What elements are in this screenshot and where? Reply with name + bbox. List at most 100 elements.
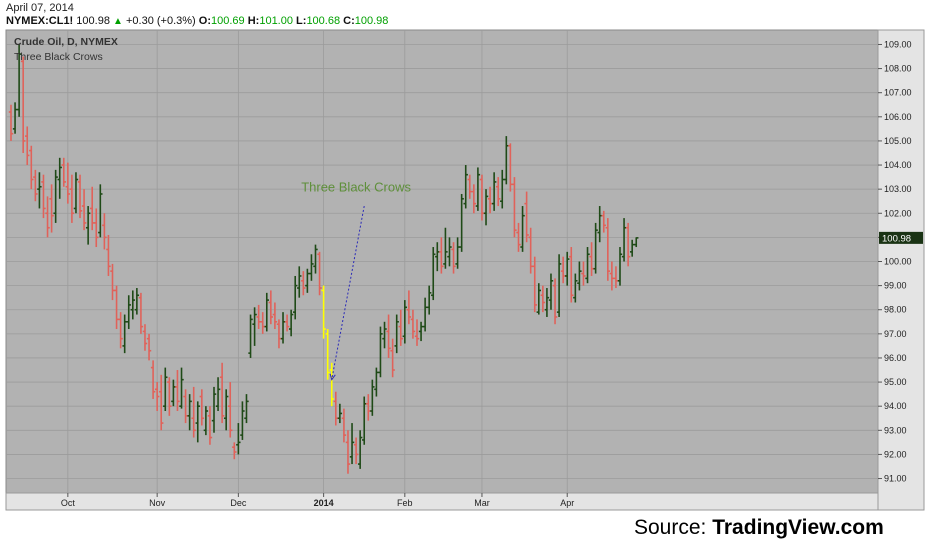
ohlc-bar <box>366 394 371 421</box>
ohlc-bar <box>65 162 71 204</box>
ohlc-bar <box>491 172 497 211</box>
ohlc-bar <box>345 430 351 474</box>
ohlc-bar <box>85 206 91 245</box>
y-tick-label: 97.00 <box>884 329 907 339</box>
source-credit: Source: TradingView.com <box>634 516 884 540</box>
ohlc-bar <box>593 222 598 274</box>
y-tick-label: 99.00 <box>884 281 907 291</box>
ohlc-bar <box>146 333 152 361</box>
ohlc-bar <box>134 288 140 315</box>
ohlc-bar <box>378 326 383 378</box>
ohlc-bar <box>256 304 261 330</box>
source-brand: TradingView.com <box>712 516 884 539</box>
ohlc-bar <box>333 391 338 426</box>
y-tick-label: 103.00 <box>884 184 912 194</box>
ohlc-bar <box>126 295 131 330</box>
price-change: +0.30 (+0.3%) <box>125 15 196 27</box>
ohlc-bar <box>524 191 529 243</box>
ohlc-bar <box>171 379 176 407</box>
ohlc-bar <box>138 292 144 334</box>
annotation-text: Three Black Crows <box>301 180 411 195</box>
ohlc-bar <box>597 206 602 243</box>
ohlc-bar <box>629 239 635 257</box>
ohlc-bar <box>435 242 440 272</box>
ohlc-bar <box>276 319 282 349</box>
ohlc-bar <box>370 379 375 416</box>
ohlc-bar <box>528 227 533 274</box>
ohlc-bar <box>110 263 115 301</box>
ohlc-bar <box>439 237 444 274</box>
ohlc-bar <box>483 189 489 226</box>
ohlc-bar <box>357 430 363 469</box>
ohlc-bar <box>321 285 326 339</box>
y-tick-label: 91.00 <box>884 474 907 484</box>
ohlc-bar <box>167 377 172 416</box>
ohlc-bar <box>544 288 550 317</box>
symbol-label[interactable]: NYMEX:CL1! <box>6 15 74 27</box>
y-axis-area[interactable] <box>877 29 925 511</box>
ohlc-bar <box>329 362 334 407</box>
ohlc-bar <box>16 44 22 117</box>
ohlc-bar <box>288 309 294 337</box>
ohlc-bar <box>61 157 66 187</box>
last-price-tag-label: 100.98 <box>882 233 911 244</box>
ohlc-bar <box>362 396 367 445</box>
ohlc-bar <box>301 271 306 296</box>
ohlc-bar <box>175 370 180 412</box>
ohlc-bar <box>337 403 343 424</box>
y-tick-label: 107.00 <box>884 88 912 98</box>
ohlc-bar <box>556 254 562 317</box>
close-value: 100.98 <box>354 15 389 27</box>
ohlc-bar <box>520 206 525 252</box>
ohlc-bar <box>45 196 50 238</box>
ohlc-bar <box>33 169 38 202</box>
ohlc-bar <box>102 213 107 250</box>
ohlc-bar <box>589 242 594 276</box>
ohlc-bar <box>577 261 582 291</box>
y-tick-label: 98.00 <box>884 305 907 315</box>
ohlc-bar <box>154 382 160 412</box>
x-axis-area[interactable] <box>5 492 879 511</box>
ohlc-bar <box>422 297 428 332</box>
ohlc-bar <box>264 292 269 332</box>
ohlc-bar <box>57 157 62 199</box>
ohlc-bar <box>386 314 391 358</box>
ohlc-bar <box>223 389 229 431</box>
ohlc-bar <box>451 242 456 274</box>
ohlc-bar <box>25 126 30 166</box>
ohlc-bar <box>471 184 477 214</box>
ohlc-bar <box>585 247 590 284</box>
ohlc-bar <box>325 329 330 380</box>
ohlc-bar <box>560 256 566 284</box>
ohlc-bar <box>625 222 631 267</box>
last-price: 100.98 <box>76 15 110 27</box>
chart-subtitle: Three Black Crows <box>14 51 103 63</box>
ohlc-bar <box>455 237 460 269</box>
ohlc-bar <box>459 193 464 252</box>
ohlc-bar <box>272 302 278 330</box>
chart-title: Crude Oil, D, NYMEX <box>14 36 118 48</box>
ohlc-bar <box>634 237 639 248</box>
ohlc-bar <box>90 186 95 231</box>
ohlc-bar <box>150 360 156 399</box>
ohlc-bar <box>443 227 448 269</box>
ohlc-bar <box>353 437 359 465</box>
ohlc-bar <box>98 184 103 238</box>
y-tick-label: 93.00 <box>884 425 907 435</box>
arrow-head-icon <box>329 373 336 381</box>
ohlc-bar <box>463 165 468 209</box>
x-tick-label: Oct <box>61 498 76 508</box>
ohlc-bar <box>487 186 493 214</box>
y-tick-label: 95.00 <box>884 377 907 387</box>
ohlc-bar <box>293 275 298 320</box>
high-label: H: <box>247 15 260 27</box>
ohlc-bar <box>94 208 99 248</box>
up-triangle-icon: ▲ <box>113 16 123 27</box>
ohlc-bar <box>130 290 135 320</box>
y-tick-label: 109.00 <box>884 39 912 49</box>
ohlc-bar <box>203 406 209 436</box>
ohlc-bar <box>552 278 558 325</box>
ohlc-bar <box>621 218 627 262</box>
header-date: April 07, 2014 <box>6 2 74 14</box>
